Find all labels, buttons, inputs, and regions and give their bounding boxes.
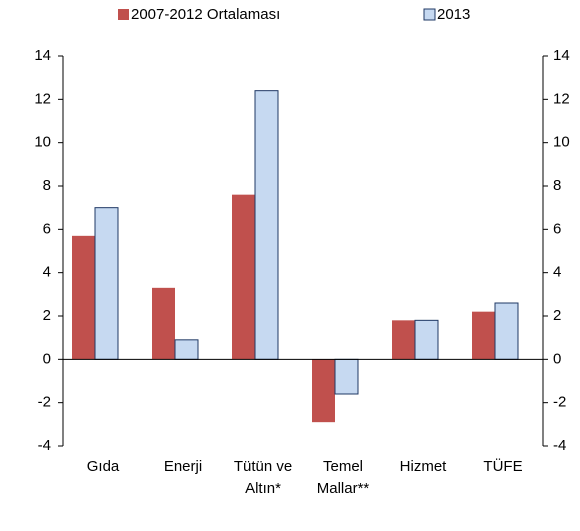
- bar: [152, 287, 175, 360]
- y2-tick-label: -4: [553, 437, 566, 454]
- legend-label: 2007-2012 Ortalaması: [131, 6, 280, 23]
- y-tick-label: 6: [43, 220, 51, 237]
- bar: [472, 311, 495, 360]
- bar: [94, 207, 119, 360]
- bar: [72, 235, 95, 360]
- y-tick-label: 12: [34, 90, 51, 107]
- legend-label: 2013: [437, 6, 470, 23]
- y2-tick-label: 6: [553, 220, 561, 237]
- legend-swatch: [423, 8, 436, 21]
- y2-tick-label: 8: [553, 177, 561, 194]
- y-tick-label: -2: [38, 394, 51, 411]
- x-tick-label: Hizmet: [400, 458, 448, 475]
- y-tick-label: 4: [43, 264, 51, 281]
- y2-tick-label: 0: [553, 350, 561, 367]
- bar: [174, 339, 199, 360]
- x-tick-label: Gıda: [87, 458, 120, 475]
- y-tick-label: 14: [34, 47, 51, 64]
- bar: [254, 90, 279, 360]
- x-tick-label: Tütün ve Altın*: [234, 458, 292, 497]
- y-tick-label: 0: [43, 350, 51, 367]
- bar: [232, 194, 255, 360]
- y-tick-label: 8: [43, 177, 51, 194]
- y2-tick-label: 4: [553, 264, 561, 281]
- legend-swatch: [118, 9, 129, 20]
- y-tick-label: -4: [38, 437, 51, 454]
- y2-tick-label: 12: [553, 90, 570, 107]
- y2-tick-label: 14: [553, 47, 570, 64]
- x-tick-label: TÜFE: [483, 457, 522, 475]
- bar: [334, 358, 359, 395]
- y2-tick-label: -2: [553, 394, 566, 411]
- bar: [494, 302, 519, 360]
- x-tick-label: Enerji: [164, 458, 202, 475]
- y2-tick-label: 2: [553, 307, 561, 324]
- y-tick-label: 2: [43, 307, 51, 324]
- bar: [414, 319, 439, 360]
- y2-tick-label: 10: [553, 134, 570, 151]
- bar: [392, 320, 415, 360]
- bar: [312, 359, 335, 423]
- y-tick-label: 10: [34, 134, 51, 151]
- x-tick-label: Temel Mallar**: [317, 458, 370, 497]
